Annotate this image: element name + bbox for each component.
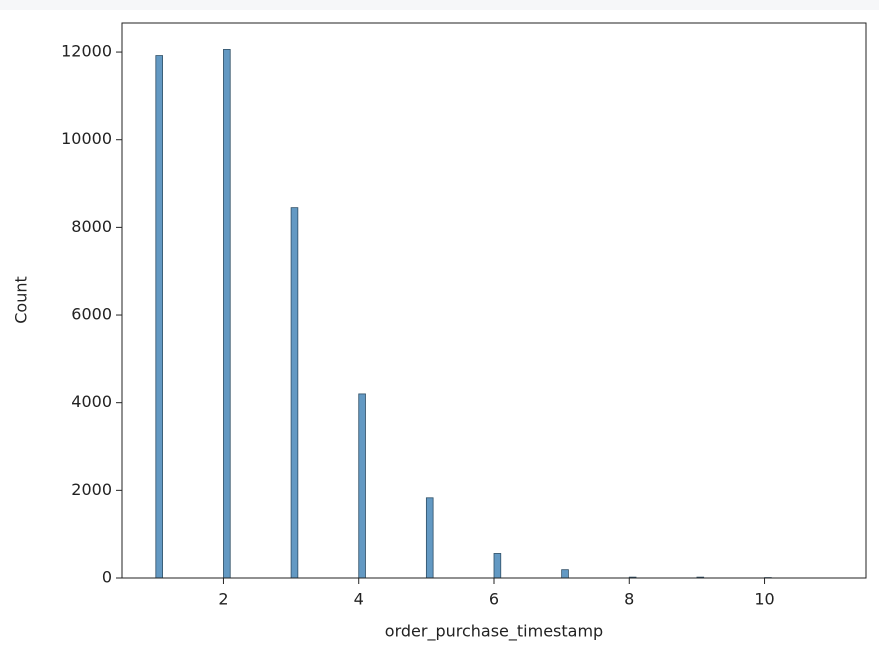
x-tick-label: 4	[354, 590, 364, 609]
y-tick-label: 10000	[61, 129, 112, 148]
bar	[358, 393, 366, 579]
y-axis-label: Count	[12, 276, 31, 324]
x-tick-label: 8	[624, 590, 634, 609]
y-tick-label: 2000	[71, 480, 112, 499]
top-band	[0, 0, 879, 10]
plot-frame	[121, 22, 867, 579]
bar	[155, 55, 163, 579]
bar	[425, 497, 434, 579]
bar	[493, 553, 502, 579]
bar	[223, 49, 231, 579]
y-tick-label: 6000	[71, 305, 112, 324]
bar	[290, 207, 299, 579]
x-tick-label: 6	[489, 590, 499, 609]
bar	[561, 569, 569, 579]
x-axis-label: order_purchase_timestamp	[385, 622, 603, 642]
y-tick-label: 4000	[71, 392, 112, 411]
y-tick-label: 0	[102, 568, 112, 587]
x-tick-label: 2	[218, 590, 228, 609]
y-tick-label: 8000	[71, 217, 112, 236]
y-tick-label: 12000	[61, 42, 112, 61]
x-tick-label: 10	[754, 590, 774, 609]
